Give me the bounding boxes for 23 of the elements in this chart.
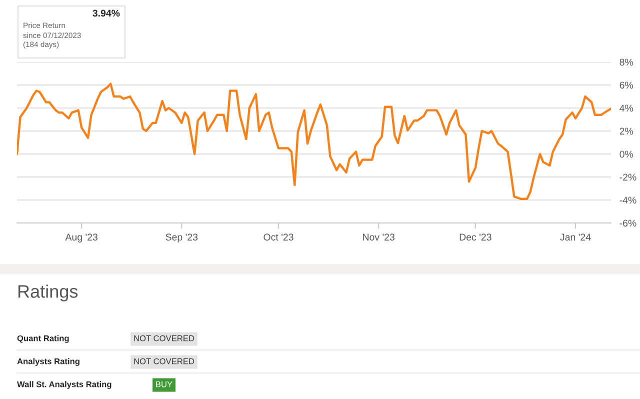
y-tick-label: -2% xyxy=(620,174,636,181)
text: BUY xyxy=(156,381,172,388)
y-tick-label: -4% xyxy=(620,196,636,204)
x-tick-label: Oct '23 xyxy=(264,234,294,241)
y-tick-label: 2% xyxy=(620,128,634,135)
y-tick-label: 8% xyxy=(620,58,634,66)
text: NOT COVERED xyxy=(134,335,194,342)
text: Wall St. Analysts Rating xyxy=(17,381,112,389)
text: Analysts Rating xyxy=(17,358,80,366)
x-tick-label: Jan '24 xyxy=(560,234,591,241)
y-tick-label: 4% xyxy=(620,104,634,112)
text: NOT COVERED xyxy=(134,358,194,364)
text: Ratings xyxy=(18,284,78,302)
text: 3.94% xyxy=(92,10,120,17)
x-tick-label: Nov '23 xyxy=(363,234,394,241)
x-tick-label: Aug '23 xyxy=(65,234,98,242)
y-tick-label: -6% xyxy=(620,220,636,227)
x-tick-label: Dec '23 xyxy=(460,234,492,241)
y-tick-label: 6% xyxy=(620,82,634,89)
y-tick-label: 0% xyxy=(620,150,634,158)
x-tick-label: Sep '23 xyxy=(166,234,198,242)
text: Quant Rating xyxy=(17,335,69,343)
line-series xyxy=(17,82,611,200)
